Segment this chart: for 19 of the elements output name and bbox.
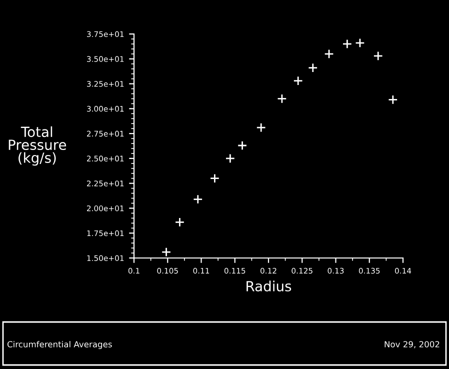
text: Nov 29, 2002 [384,341,440,348]
point [174,217,185,228]
point [225,154,236,164]
point [193,194,203,204]
point [237,140,248,150]
y-axis-title: Total Pressure (kg/s) [8,126,66,166]
x-axis-title: Radius [246,280,292,292]
point [210,173,220,184]
point [308,62,318,73]
point [256,122,266,132]
point [355,38,365,48]
text: Circumferential Averages [7,340,112,350]
point [277,94,287,104]
point [161,247,172,257]
point [342,39,352,49]
point [324,49,334,59]
point [388,94,398,105]
point [373,51,383,61]
point [293,76,303,86]
